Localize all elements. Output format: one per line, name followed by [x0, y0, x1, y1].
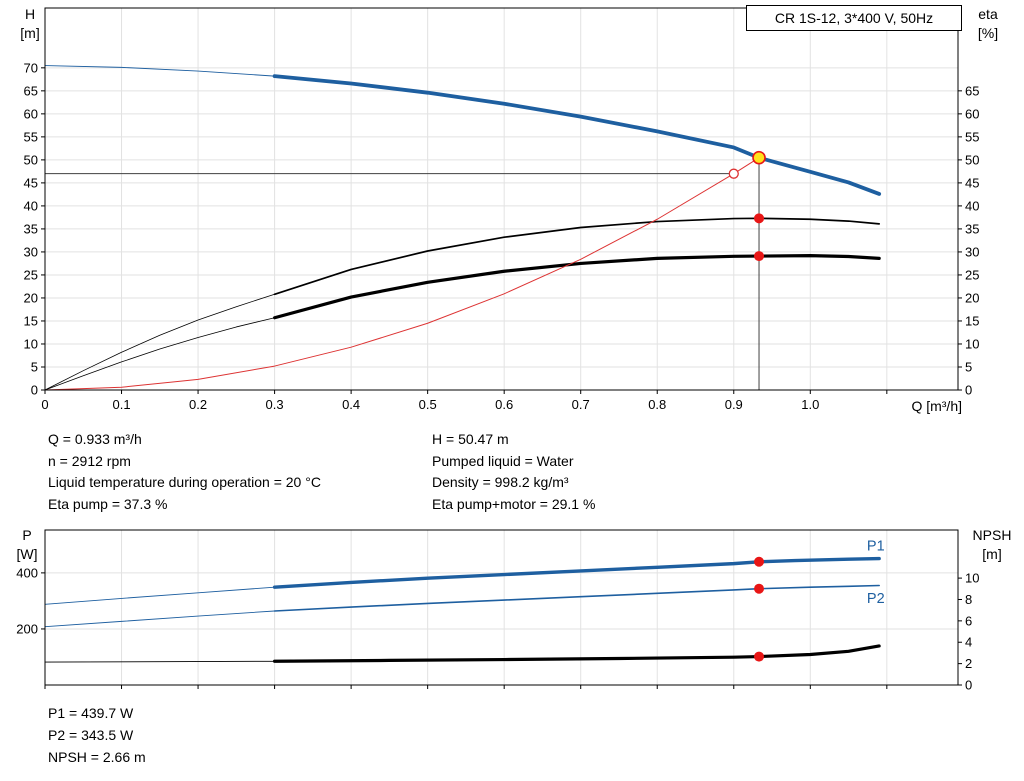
y-left-tick-label: 60 [24, 106, 38, 121]
x-tick-label: 0.8 [648, 397, 666, 412]
y-left-tick-label: 30 [24, 244, 38, 259]
npsh-duty-dot [754, 651, 765, 662]
y-right-tick-label: 30 [965, 244, 979, 259]
density-line: Density = 998.2 kg/m³ [432, 474, 569, 490]
curve-p1-curve-thin [44, 586, 276, 605]
power-npsh-chart: 200 400 0 2 4 6 8 10 P1 P2 [16, 529, 979, 693]
liquid-temperature-line: Liquid temperature during operation = 20… [48, 474, 321, 490]
y-left-tick-label: 10 [24, 336, 38, 351]
y-left-tick-label: 0 [31, 383, 38, 398]
curve-eta-pump-motor-thin [44, 317, 275, 391]
y-right-tick-label: 10 [965, 336, 979, 351]
curve-eta-pump [273, 217, 881, 296]
y-right-tick-label: 65 [965, 83, 979, 98]
y-left-tick-label: 20 [24, 290, 38, 305]
x-tick-label: 0.3 [266, 397, 284, 412]
curve-p1-curve [272, 556, 881, 589]
curve-npsh-curve [272, 644, 881, 663]
flow-value-line: Q = 0.933 m³/h [48, 431, 142, 447]
y-left-tick-label: 25 [24, 267, 38, 282]
y-right-tick-label: 60 [965, 106, 979, 121]
x-tick-label: 1.0 [801, 397, 819, 412]
y-right-tick-label: 0 [965, 383, 972, 398]
y-left-tick-label: 55 [24, 129, 38, 144]
p1-curve-label: P1 [867, 538, 885, 554]
eta-pump-motor-line: Eta pump+motor = 29.1 % [432, 495, 596, 512]
p1-duty-dot [754, 556, 765, 567]
y-right-tick-label: 25 [965, 267, 979, 282]
flow-axis-title: Q [m³/h] [911, 398, 962, 414]
curve-h-curve-thin [44, 65, 276, 77]
y-right-tick-label: 0 [965, 678, 972, 693]
head-axis-unit: [m] [20, 25, 40, 41]
duty-info-left-column: Q = 0.933 m³/h n = 2912 rpm Liquid tempe… [48, 429, 321, 515]
x-tick-label: 0.4 [342, 397, 360, 412]
y-right-tick-label: 20 [965, 290, 979, 305]
y-left-tick-label: 400 [16, 565, 38, 580]
plot-border [44, 529, 959, 686]
eta-pump-line: Eta pump = 37.3 % [48, 495, 168, 512]
p1-value-line: P1 = 439.7 W [48, 705, 134, 721]
y-left-tick-label: 5 [31, 359, 38, 374]
npsh-value-line: NPSH = 2.66 m [48, 749, 146, 765]
requested-duty-marker [728, 168, 739, 179]
y-right-tick-label: 55 [965, 129, 979, 144]
x-tick-label: 0.6 [495, 397, 513, 412]
y-right-tick-label: 4 [965, 635, 972, 650]
curve-system-curve [44, 157, 760, 391]
hq-eta-chart: 0 0.1 0.2 0.3 0.4 0.5 0.6 0.7 0.8 0.9 1.0 0 5 10 15 20 2… [24, 7, 979, 412]
y-right-tick-label: 2 [965, 656, 972, 671]
y-left-tick-label: 70 [24, 60, 38, 75]
p2-duty-dot [754, 583, 765, 594]
power-info-column: P1 = 439.7 W P2 = 343.5 W NPSH = 2.66 m [48, 702, 146, 768]
power-axis-unit: [W] [16, 546, 38, 562]
curve-p2-curve-thin [44, 610, 276, 628]
y-left-tick-label: 65 [24, 83, 38, 98]
y-left-tick-label: 200 [16, 621, 38, 636]
duty-point-marker [752, 150, 766, 165]
y-left-tick-label: 35 [24, 221, 38, 236]
curve-p2-curve [273, 584, 880, 612]
pumped-liquid-line: Pumped liquid = Water [432, 452, 574, 469]
y-right-tick-label: 15 [965, 313, 979, 328]
x-tick-label: 0.1 [112, 397, 130, 412]
y-right-tick-label: 10 [965, 571, 979, 586]
y-right-tick-label: 8 [965, 592, 972, 607]
x-tick-label: 0.2 [189, 397, 207, 412]
y-right-tick-label: 40 [965, 198, 979, 213]
npsh-axis-unit: [m] [982, 546, 1002, 562]
y-left-tick-label: 45 [24, 175, 38, 190]
x-tick-label: 0.9 [725, 397, 743, 412]
y-left-tick-label: 40 [24, 198, 38, 213]
curve-h-curve [272, 74, 882, 196]
npsh-axis-title: NPSH [972, 527, 1012, 543]
x-tick-label: 0.7 [572, 397, 590, 412]
y-left-tick-label: 50 [24, 152, 38, 167]
eta-axis-title: eta [978, 6, 998, 22]
x-tick-label: 0 [41, 397, 48, 412]
y-right-tick-label: 45 [965, 175, 979, 190]
y-right-tick-label: 5 [965, 359, 972, 374]
p2-curve-label: P2 [867, 591, 885, 607]
duty-info-right-column: H = 50.47 m Pumped liquid = Water Densit… [432, 429, 595, 515]
y-left-tick-label: 15 [24, 313, 38, 328]
curve-eta-pump-motor [272, 254, 881, 320]
power-axis-title: P [22, 527, 32, 543]
y-right-tick-label: 50 [965, 152, 979, 167]
curve-npsh-curve-thin [44, 660, 276, 663]
eta-pump-duty-dot [754, 213, 765, 224]
plot-border [44, 7, 959, 391]
y-right-tick-label: 6 [965, 613, 972, 628]
eta-axis-unit: [%] [977, 25, 999, 41]
pump-model-title: CR 1S-12, 3*400 V, 50Hz [746, 5, 962, 31]
speed-value-line: n = 2912 rpm [48, 452, 131, 469]
y-right-tick-label: 35 [965, 221, 979, 236]
head-axis-title: H [24, 6, 36, 22]
head-value-line: H = 50.47 m [432, 431, 509, 447]
curve-eta-pump-thin [44, 293, 275, 391]
x-tick-label: 0.5 [419, 397, 437, 412]
p2-value-line: P2 = 343.5 W [48, 727, 134, 743]
eta-pump-motor-duty-dot [754, 251, 765, 262]
